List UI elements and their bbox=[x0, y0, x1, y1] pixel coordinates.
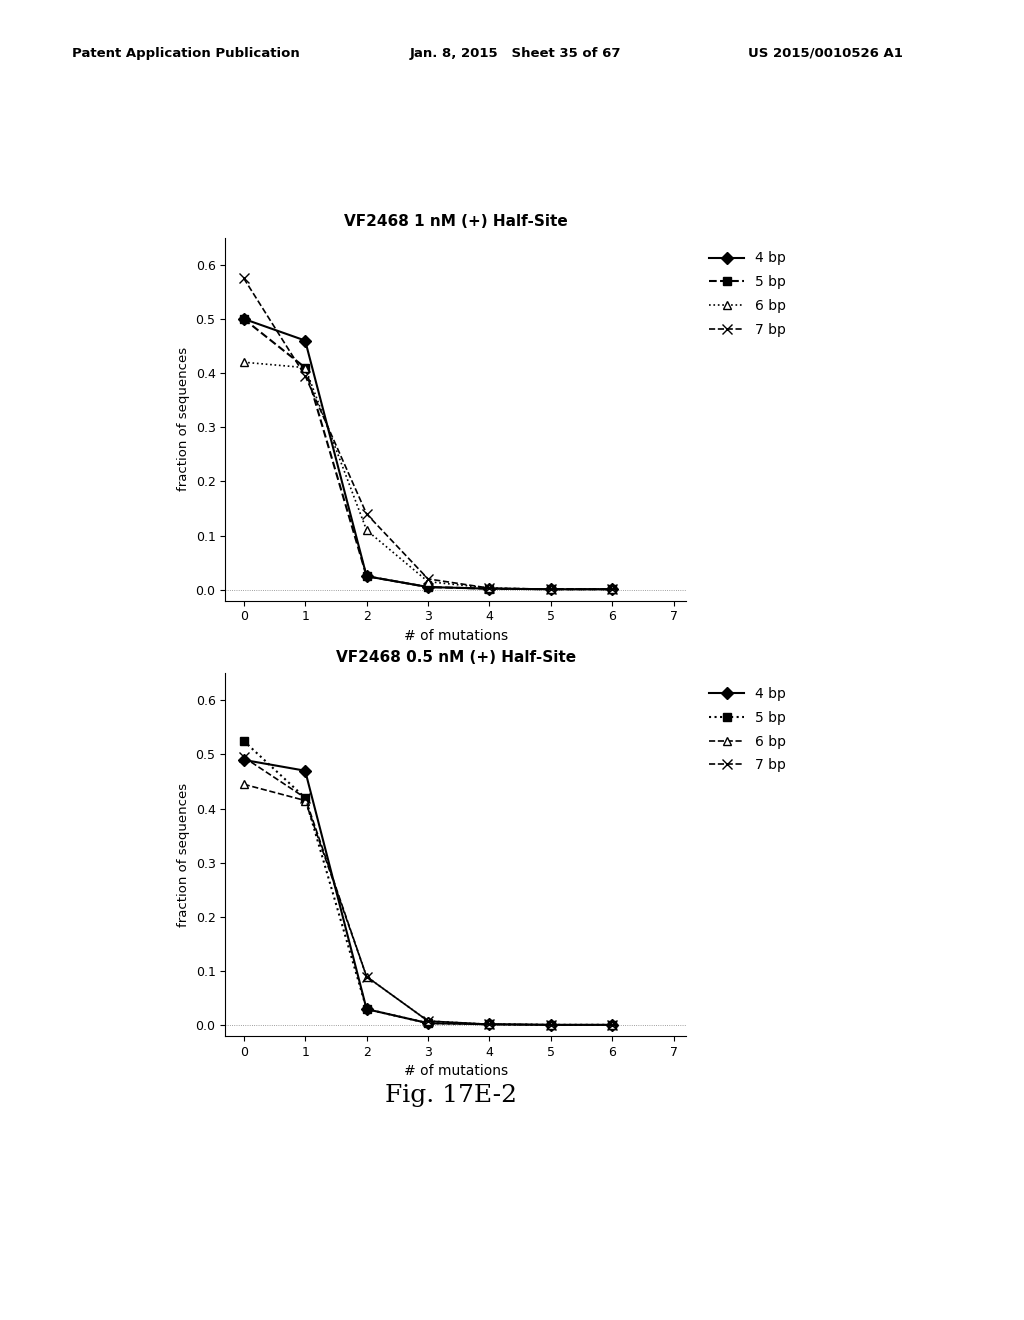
Text: Fig. 17E-2: Fig. 17E-2 bbox=[385, 1084, 516, 1107]
Legend: 4 bp, 5 bp, 6 bp, 7 bp: 4 bp, 5 bp, 6 bp, 7 bp bbox=[702, 244, 793, 343]
Title: VF2468 0.5 nM (+) Half-Site: VF2468 0.5 nM (+) Half-Site bbox=[336, 649, 575, 665]
Y-axis label: fraction of sequences: fraction of sequences bbox=[177, 783, 190, 927]
Title: VF2468 1 nM (+) Half-Site: VF2468 1 nM (+) Half-Site bbox=[344, 214, 567, 230]
Text: Jan. 8, 2015   Sheet 35 of 67: Jan. 8, 2015 Sheet 35 of 67 bbox=[410, 46, 622, 59]
Y-axis label: fraction of sequences: fraction of sequences bbox=[177, 347, 190, 491]
Text: Patent Application Publication: Patent Application Publication bbox=[72, 46, 299, 59]
X-axis label: # of mutations: # of mutations bbox=[403, 1064, 508, 1078]
X-axis label: # of mutations: # of mutations bbox=[403, 628, 508, 643]
Legend: 4 bp, 5 bp, 6 bp, 7 bp: 4 bp, 5 bp, 6 bp, 7 bp bbox=[702, 680, 793, 779]
Text: US 2015/0010526 A1: US 2015/0010526 A1 bbox=[748, 46, 902, 59]
